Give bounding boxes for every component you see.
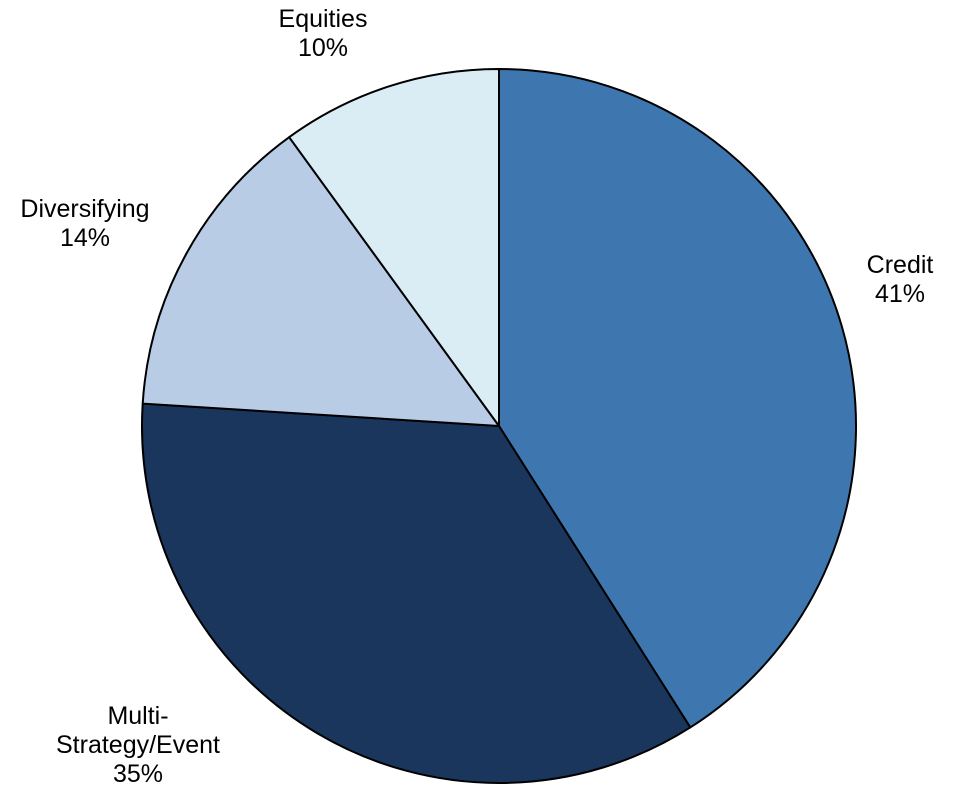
slice-value-label: 14% xyxy=(60,224,110,252)
slice-label-credit: Credit 41% xyxy=(867,251,934,308)
slice-value-label: 35% xyxy=(113,760,163,788)
slice-credit xyxy=(498,68,858,729)
slice-diversifying xyxy=(141,136,500,427)
slice-name-label: Strategy/Event xyxy=(56,731,220,759)
slice-value-label: 10% xyxy=(298,34,348,62)
slice-label-equities: Equities 10% xyxy=(279,5,368,62)
slice-name-label: Diversifying xyxy=(20,195,149,223)
slice-name-label: Credit xyxy=(867,251,934,279)
slice-name-label: Equities xyxy=(279,5,368,33)
slice-multi-strategy-event xyxy=(141,402,692,785)
slice-equities xyxy=(288,68,500,427)
pie-labels: Credit 41% Multi-Strategy/Event 35% Diversif… xyxy=(20,5,933,788)
slice-label-multi-strategy-event: Multi-Strategy/Event 35% xyxy=(56,702,220,788)
slice-value-label: 41% xyxy=(875,280,925,308)
slice-label-diversifying: Diversifying 14% xyxy=(20,195,149,252)
slice-name-label: Multi- xyxy=(107,702,168,730)
pie-slices xyxy=(141,68,858,785)
